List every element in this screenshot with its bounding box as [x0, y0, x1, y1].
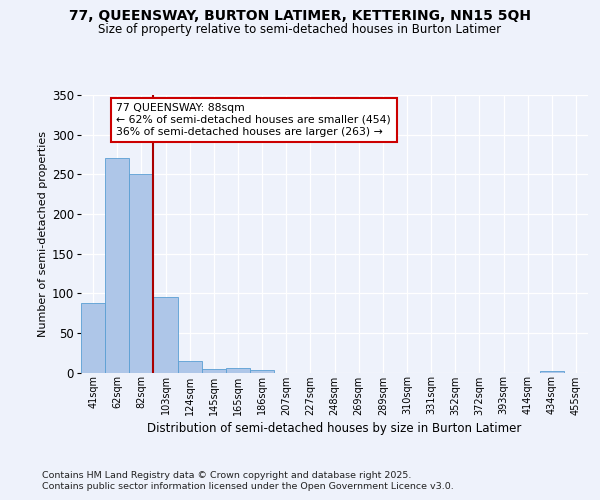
- Text: 77, QUEENSWAY, BURTON LATIMER, KETTERING, NN15 5QH: 77, QUEENSWAY, BURTON LATIMER, KETTERING…: [69, 9, 531, 23]
- Bar: [178, 360, 202, 372]
- Y-axis label: Number of semi-detached properties: Number of semi-detached properties: [38, 130, 47, 337]
- Bar: [226, 368, 250, 372]
- Bar: [81, 302, 105, 372]
- X-axis label: Distribution of semi-detached houses by size in Burton Latimer: Distribution of semi-detached houses by …: [148, 422, 521, 434]
- Bar: [202, 370, 226, 372]
- Bar: [105, 158, 129, 372]
- Bar: [129, 174, 154, 372]
- Bar: [250, 370, 274, 372]
- Text: 77 QUEENSWAY: 88sqm
← 62% of semi-detached houses are smaller (454)
36% of semi-: 77 QUEENSWAY: 88sqm ← 62% of semi-detach…: [116, 104, 391, 136]
- Text: Contains public sector information licensed under the Open Government Licence v3: Contains public sector information licen…: [42, 482, 454, 491]
- Bar: [154, 297, 178, 372]
- Text: Size of property relative to semi-detached houses in Burton Latimer: Size of property relative to semi-detach…: [98, 22, 502, 36]
- Text: Contains HM Land Registry data © Crown copyright and database right 2025.: Contains HM Land Registry data © Crown c…: [42, 471, 412, 480]
- Bar: [540, 371, 564, 372]
